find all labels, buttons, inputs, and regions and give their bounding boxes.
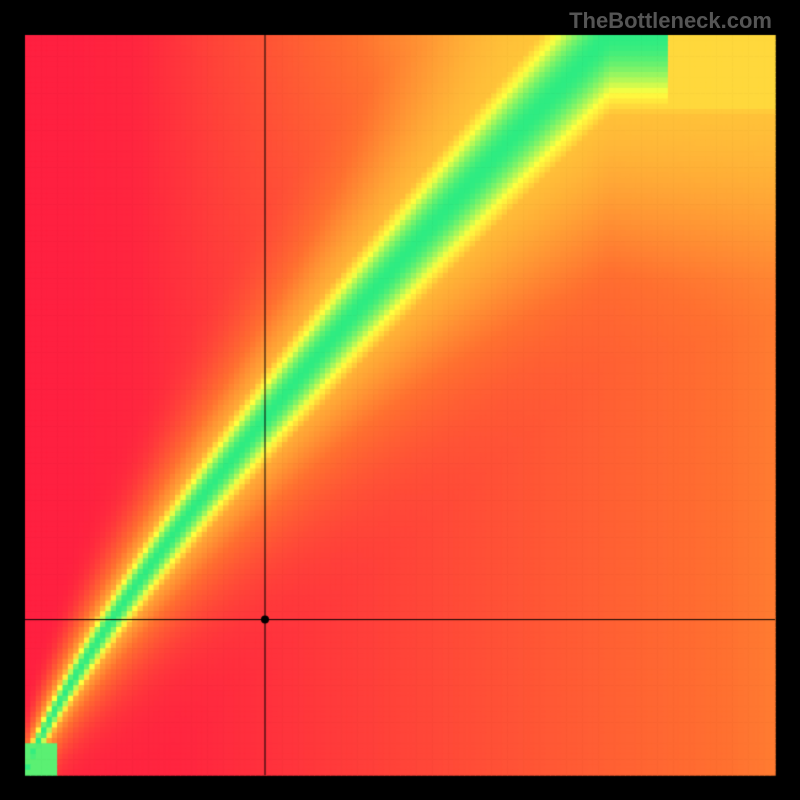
heatmap-canvas [0, 0, 800, 800]
watermark-text: TheBottleneck.com [569, 8, 772, 34]
